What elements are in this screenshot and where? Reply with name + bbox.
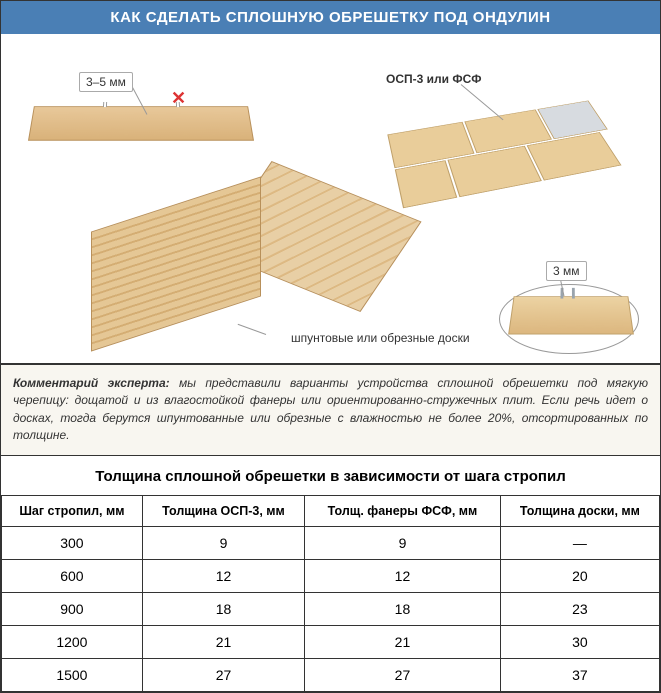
page-title-banner: КАК СДЕЛАТЬ СПЛОШНУЮ ОБРЕШЕТКУ ПОД ОНДУЛ…	[1, 1, 660, 34]
table-header-row: Шаг стропил, мм Толщина ОСП-3, мм Толщ. …	[2, 495, 660, 526]
cell: 30	[500, 625, 659, 658]
cell: —	[500, 526, 659, 559]
x-mark-icon: ✕	[171, 88, 186, 109]
boards-label: шпунтовые или обрезные доски	[291, 331, 470, 345]
table-title: Толщина сплошной обрешетки в зависимости…	[1, 456, 660, 495]
table-row: 1200 21 21 30	[2, 625, 660, 658]
cell: 21	[305, 625, 501, 658]
cell: 9	[142, 526, 304, 559]
roof-slope-left	[91, 176, 261, 351]
table-row: 600 12 12 20	[2, 559, 660, 592]
cell: 12	[305, 559, 501, 592]
cell: 27	[142, 658, 304, 691]
col-header: Шаг стропил, мм	[2, 495, 143, 526]
diagram-area: ✕ 3–5 мм ОСП-3 или ФСФ шпунтовые или обр…	[1, 34, 660, 364]
col-header: Толщина доски, мм	[500, 495, 659, 526]
cell: 600	[2, 559, 143, 592]
osb-material-label: ОСП-3 или ФСФ	[386, 72, 482, 86]
cell: 9	[305, 526, 501, 559]
leader-line	[461, 84, 504, 120]
cell: 23	[500, 592, 659, 625]
nail-icon	[572, 288, 575, 299]
osb-sheet	[395, 160, 458, 208]
osb-panel-illustration	[387, 100, 640, 222]
col-header: Толщ. фанеры ФСФ, мм	[305, 495, 501, 526]
cell: 1500	[2, 658, 143, 691]
cell: 27	[305, 658, 501, 691]
page-title: КАК СДЕЛАТЬ СПЛОШНУЮ ОБРЕШЕТКУ ПОД ОНДУЛ…	[110, 9, 550, 26]
comment-lead: Комментарий эксперта:	[13, 376, 170, 390]
cell: 21	[142, 625, 304, 658]
table-body: 300 9 9 — 600 12 12 20 900 18 18 23 1200…	[2, 526, 660, 691]
thickness-table: Шаг стропил, мм Толщина ОСП-3, мм Толщ. …	[1, 495, 660, 692]
cell: 20	[500, 559, 659, 592]
cell: 1200	[2, 625, 143, 658]
gap-dimension-label: 3–5 мм	[79, 72, 133, 92]
cell: 18	[142, 592, 304, 625]
col-header: Толщина ОСП-3, мм	[142, 495, 304, 526]
table-row: 900 18 18 23	[2, 592, 660, 625]
cell: 18	[305, 592, 501, 625]
roof-illustration	[91, 174, 391, 334]
expert-comment-box: Комментарий эксперта: мы представили вар…	[1, 364, 660, 456]
cell: 900	[2, 592, 143, 625]
table-row: 1500 27 27 37	[2, 658, 660, 691]
nail-gap-illustration	[508, 296, 634, 334]
cell: 37	[500, 658, 659, 691]
cell: 300	[2, 526, 143, 559]
plank-gap-illustration	[28, 106, 254, 140]
table-row: 300 9 9 —	[2, 526, 660, 559]
page-container: КАК СДЕЛАТЬ СПЛОШНУЮ ОБРЕШЕТКУ ПОД ОНДУЛ…	[0, 0, 661, 693]
cell: 12	[142, 559, 304, 592]
nail-gap-label: 3 мм	[546, 261, 587, 281]
